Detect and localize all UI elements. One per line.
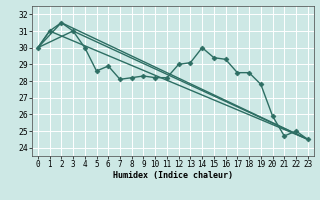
X-axis label: Humidex (Indice chaleur): Humidex (Indice chaleur) — [113, 171, 233, 180]
